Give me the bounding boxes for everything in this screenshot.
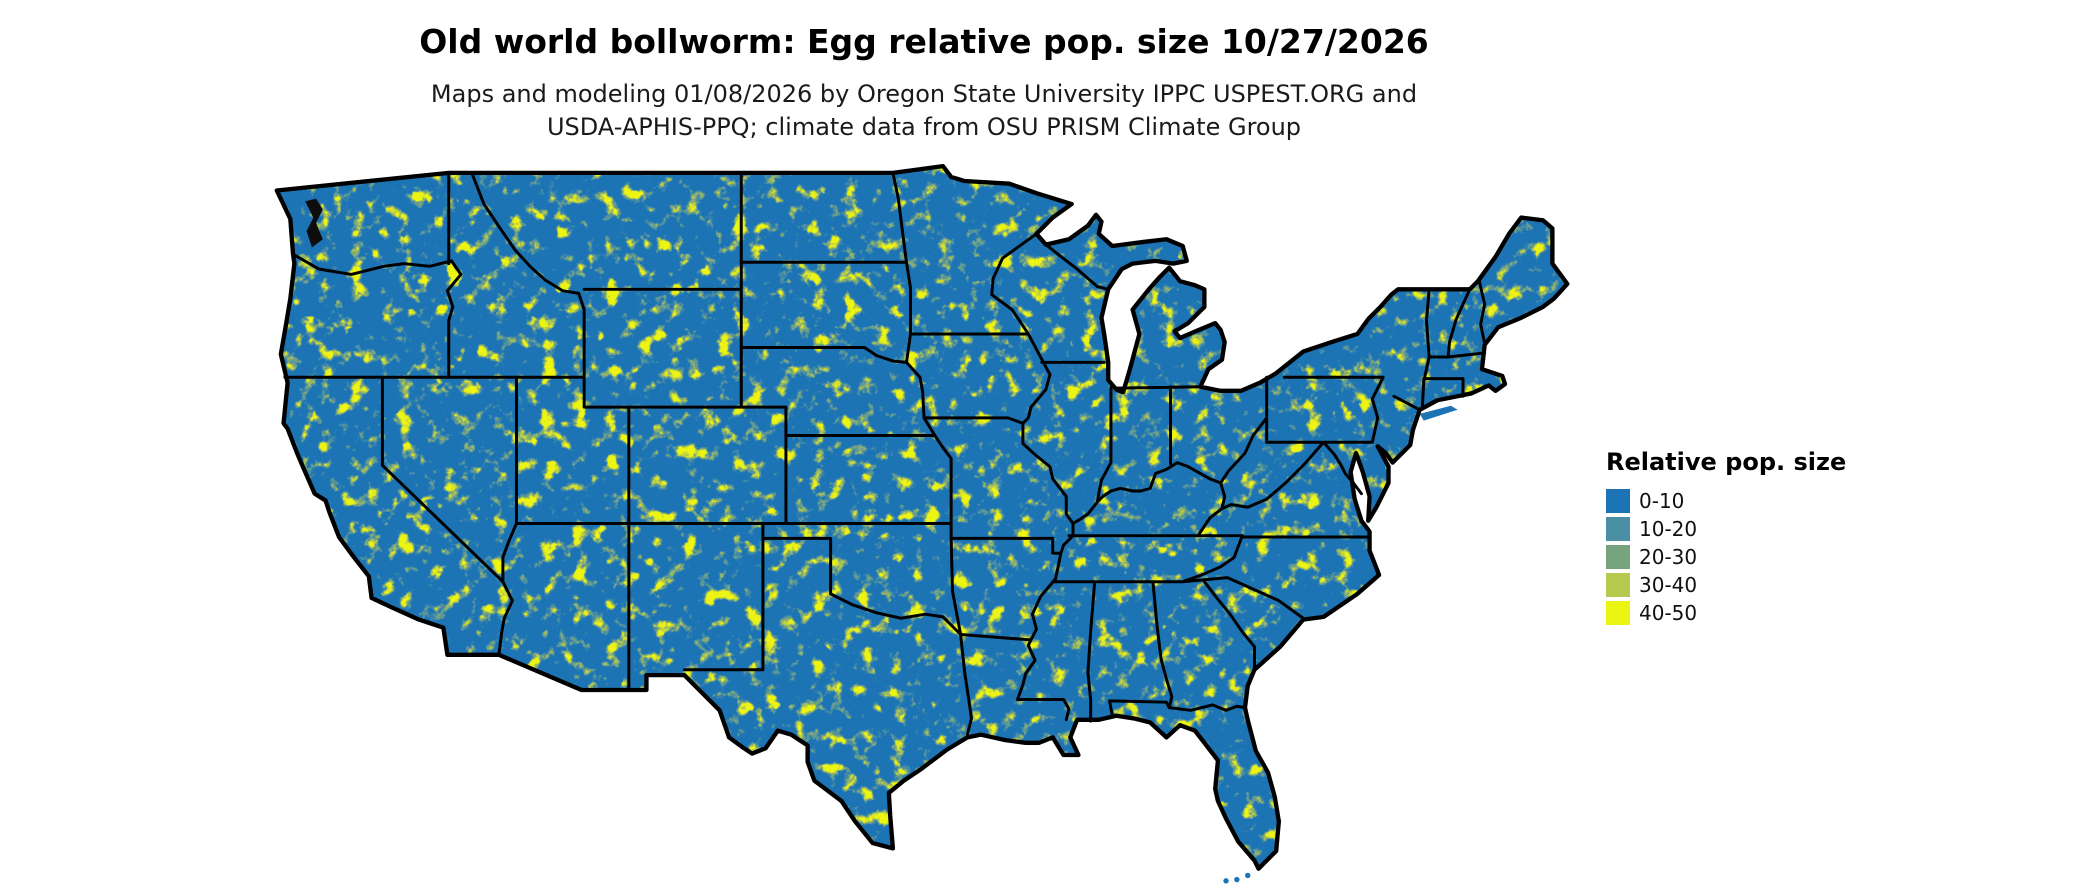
legend-swatch-20-30 bbox=[1606, 545, 1630, 569]
us-map-container bbox=[270, 158, 1570, 889]
legend: Relative pop. size 0-10 10-20 20-30 30-4… bbox=[1606, 448, 1846, 628]
state-borders bbox=[283, 171, 1487, 737]
legend-item: 20-30 bbox=[1606, 544, 1846, 570]
legend-label-20-30: 20-30 bbox=[1639, 545, 1698, 569]
legend-label-40-50: 40-50 bbox=[1639, 601, 1698, 625]
legend-swatch-0-10 bbox=[1606, 489, 1630, 513]
legend-swatch-10-20 bbox=[1606, 517, 1630, 541]
legend-label-10-20: 10-20 bbox=[1639, 517, 1698, 541]
legend-label-0-10: 0-10 bbox=[1639, 489, 1685, 513]
us-map bbox=[270, 158, 1570, 884]
map-subtitle-line2: USDA-APHIS-PPQ; climate data from OSU PR… bbox=[546, 113, 1302, 141]
long-island bbox=[1419, 405, 1458, 421]
legend-item: 30-40 bbox=[1606, 572, 1846, 598]
map-subtitle-line1: Maps and modeling 01/08/2026 by Oregon S… bbox=[430, 80, 1418, 108]
map-title: Old world bollworm: Egg relative pop. si… bbox=[419, 22, 1429, 61]
legend-swatch-40-50 bbox=[1606, 601, 1630, 625]
legend-item: 40-50 bbox=[1606, 600, 1846, 626]
map-subtitle: Maps and modeling 01/08/2026 by Oregon S… bbox=[0, 78, 1848, 144]
offshore-islands bbox=[1223, 405, 1458, 884]
legend-title: Relative pop. size bbox=[1606, 448, 1847, 476]
florida-keys-icon bbox=[1223, 878, 1229, 884]
legend-label-30-40: 30-40 bbox=[1639, 573, 1698, 597]
puget-sound-detail bbox=[305, 198, 323, 248]
legend-swatch-30-40 bbox=[1606, 573, 1630, 597]
florida-keys-icon bbox=[1245, 872, 1251, 879]
florida-keys-icon bbox=[1234, 876, 1240, 883]
legend-item: 0-10 bbox=[1606, 488, 1846, 514]
legend-item: 10-20 bbox=[1606, 516, 1846, 542]
